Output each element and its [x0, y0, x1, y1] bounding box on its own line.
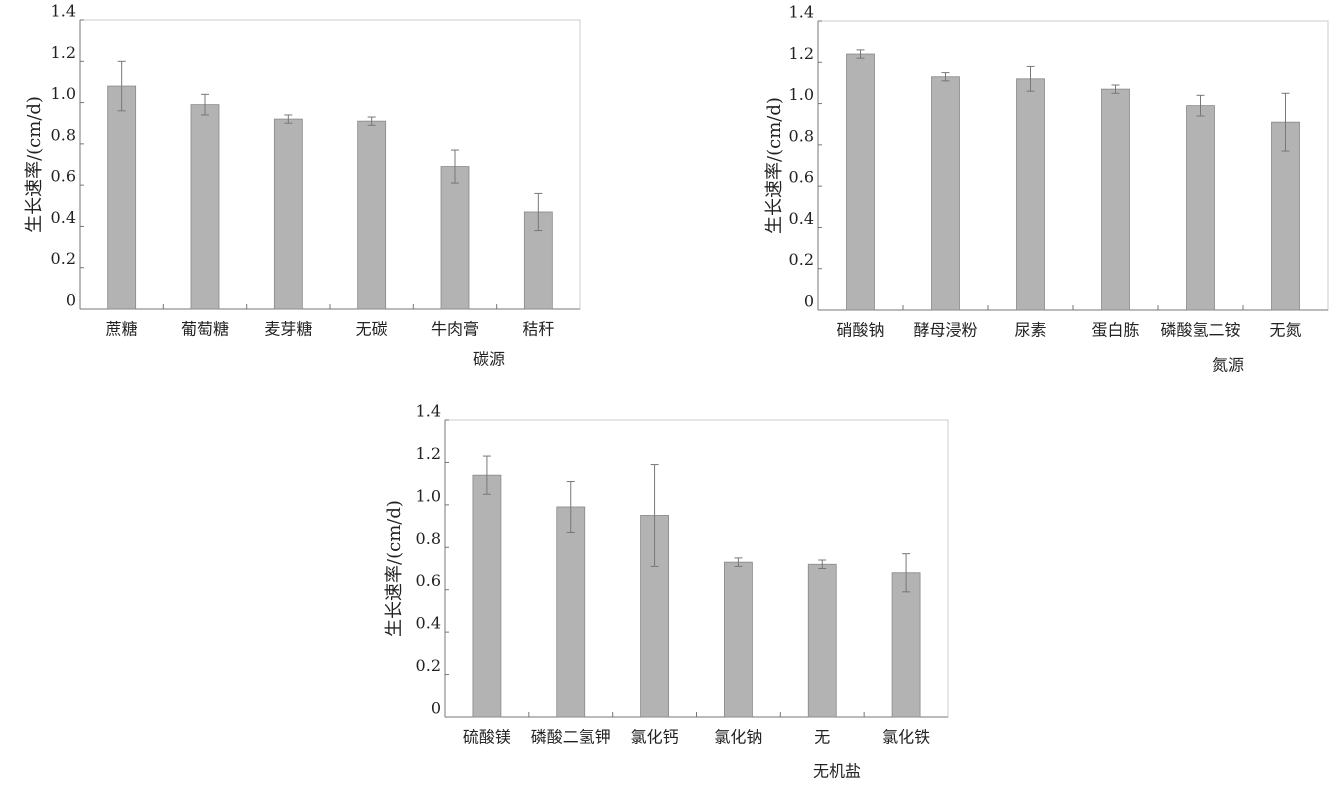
- bar: [556, 506, 586, 718]
- plot-frame: [79, 19, 581, 310]
- y-axis-title: 生长速率/(cm/d): [764, 97, 785, 234]
- y-tick-label: 0.6: [51, 167, 76, 186]
- y-tick-label: 0.2: [416, 656, 441, 675]
- x-tick-label: 尿素: [1014, 321, 1046, 340]
- y-tick-label: 0.8: [51, 125, 76, 144]
- x-tick-label: 无氮: [1269, 321, 1301, 340]
- plot-frame: [817, 20, 1329, 311]
- y-tick-label: 1.0: [789, 85, 814, 104]
- x-tick-label: 无: [814, 728, 830, 747]
- x-tick-label: 氯化铁: [882, 728, 930, 747]
- bar: [931, 76, 960, 311]
- y-tick-label: 0.8: [789, 126, 814, 145]
- y-tick-label: 1.0: [416, 486, 441, 505]
- bar: [190, 104, 220, 310]
- x-tick-label: 硝酸钠: [836, 321, 884, 340]
- bar: [357, 120, 387, 310]
- x-tick-label: 蛋白胨: [1091, 321, 1139, 340]
- x-axis-title: 氮源: [1212, 356, 1244, 375]
- x-tick-label: 葡萄糖: [181, 320, 229, 339]
- y-tick-label: 0.6: [789, 168, 814, 187]
- bar: [1186, 105, 1215, 311]
- bar: [807, 563, 837, 718]
- y-tick-label: 1.2: [51, 43, 76, 62]
- y-tick-label: 1.2: [789, 44, 814, 63]
- y-axis-title: 生长速率/(cm/d): [24, 96, 45, 233]
- bar: [1016, 78, 1045, 311]
- y-tick-label: 0.6: [416, 571, 441, 590]
- y-tick-label: 0.2: [789, 250, 814, 269]
- x-tick-label: 麦芽糖: [264, 320, 312, 339]
- y-tick-label: 0.2: [51, 249, 76, 268]
- bar: [472, 474, 502, 718]
- y-tick-label: 0: [431, 699, 441, 718]
- plot-frame: [444, 419, 949, 718]
- x-tick-label: 酵母浸粉: [913, 321, 977, 340]
- y-tick-label: 1.4: [416, 402, 441, 421]
- x-tick-label: 无碳: [356, 320, 388, 339]
- x-tick-label: 氯化钠: [714, 728, 762, 747]
- y-tick-label: 0.4: [789, 209, 814, 228]
- y-tick-label: 1.0: [51, 84, 76, 103]
- y-tick-label: 0: [804, 292, 814, 311]
- y-tick-label: 0.8: [416, 529, 441, 548]
- x-tick-label: 秸秆: [522, 320, 554, 339]
- y-tick-label: 1.4: [789, 3, 814, 22]
- bar: [273, 118, 303, 310]
- x-tick-label: 蔗糖: [106, 320, 138, 339]
- x-tick-label: 硫酸镁: [463, 728, 511, 747]
- x-tick-label: 磷酸二氢钾: [531, 728, 611, 747]
- x-axis-title: 碳源: [473, 350, 505, 369]
- y-tick-label: 1.2: [416, 444, 441, 463]
- x-tick-label: 氯化钙: [631, 728, 679, 747]
- y-tick-label: 0.4: [416, 614, 441, 633]
- y-tick-label: 0: [66, 291, 76, 310]
- x-axis-title: 无机盐: [813, 762, 861, 781]
- y-axis-title: 生长速率/(cm/d): [384, 500, 405, 637]
- bar: [846, 53, 875, 311]
- y-tick-label: 0.4: [51, 208, 76, 227]
- y-tick-label: 1.4: [51, 2, 76, 21]
- x-tick-label: 牛肉膏: [431, 320, 479, 339]
- bar: [107, 85, 137, 310]
- bar: [724, 561, 753, 718]
- bar: [891, 572, 921, 718]
- bar: [440, 166, 470, 310]
- x-tick-label: 磷酸氢二铵: [1160, 321, 1240, 340]
- bar: [1101, 88, 1130, 311]
